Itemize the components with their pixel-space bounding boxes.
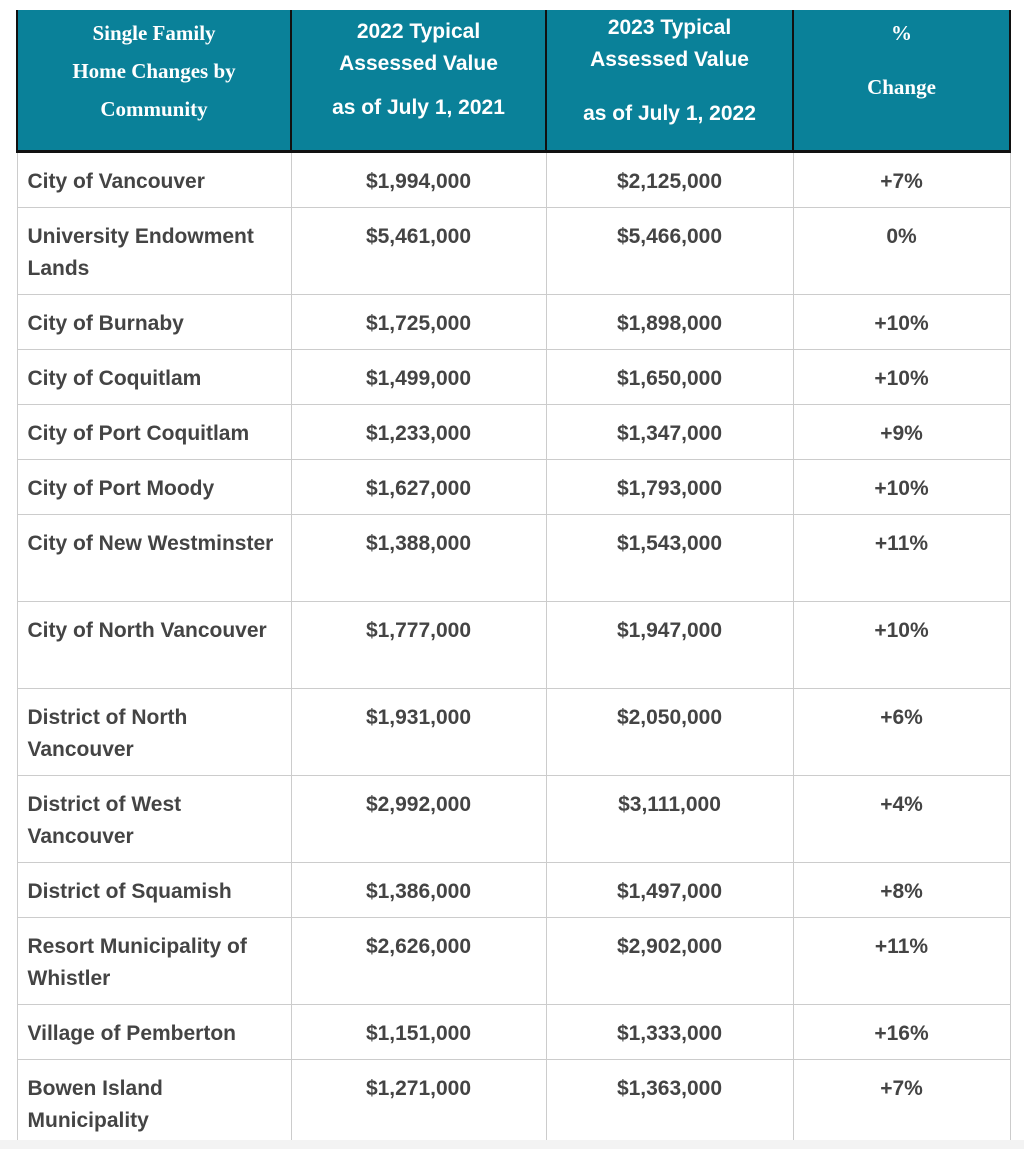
header-line: 2022 Typical — [356, 20, 481, 43]
percent-change-cell: +10% — [792, 349, 1011, 405]
value-2023-cell: $1,363,000 — [545, 1059, 794, 1147]
percent-change-cell: +7% — [792, 151, 1011, 208]
community-cell: City of Vancouver — [16, 151, 292, 208]
community-cell: City of Burnaby — [16, 294, 292, 350]
value-2022-cell: $5,461,000 — [290, 207, 547, 295]
percent-change-cell: +4% — [792, 775, 1011, 863]
community-cell: City of North Vancouver — [16, 601, 292, 689]
percent-change-cell: +6% — [792, 688, 1011, 776]
value-2023-cell: $2,125,000 — [545, 151, 794, 208]
percent-change-cell: +8% — [792, 862, 1011, 918]
value-2022-cell: $1,271,000 — [290, 1059, 547, 1147]
community-cell: University Endowment Lands — [16, 207, 292, 295]
table-row: District of North Vancouver $1,931,000 $2,… — [16, 688, 1011, 776]
percent-change-cell: +10% — [792, 294, 1011, 350]
table-row: Bowen Island Municipality $1,271,000 $1,36… — [16, 1059, 1011, 1147]
value-2022-cell: $1,388,000 — [290, 514, 547, 602]
community-cell: District of West Vancouver — [16, 775, 292, 863]
value-2022-cell: $1,627,000 — [290, 459, 547, 515]
header-community: Single Family Home Changes by Community — [16, 10, 292, 153]
value-2023-cell: $1,650,000 — [545, 349, 794, 405]
value-2022-cell: $1,994,000 — [290, 151, 547, 208]
header-2022-value: 2022 Typical Assessed Value as of July 1… — [290, 10, 547, 153]
value-2023-cell: $3,111,000 — [545, 775, 794, 863]
community-cell: City of Coquitlam — [16, 349, 292, 405]
community-cell: Resort Municipality of Whistler — [16, 917, 292, 1005]
value-2023-cell: $2,050,000 — [545, 688, 794, 776]
header-line: Single Family — [92, 21, 216, 45]
header-2023-value: 2023 Typical Assessed Value as of July 1… — [545, 10, 794, 153]
header-line: % — [891, 21, 912, 45]
header-line: Assessed Value — [590, 48, 749, 71]
value-2022-cell: $2,626,000 — [290, 917, 547, 1005]
percent-change-cell: +9% — [792, 404, 1011, 460]
community-cell: City of Port Coquitlam — [16, 404, 292, 460]
value-2022-cell: $1,386,000 — [290, 862, 547, 918]
table-row: Resort Municipality of Whistler $2,626,00… — [16, 917, 1011, 1005]
table-row: City of North Vancouver $1,777,000 $1,947,… — [16, 601, 1011, 689]
header-line: Change — [867, 75, 936, 99]
value-2022-cell: $1,499,000 — [290, 349, 547, 405]
header-line: Assessed Value — [339, 52, 498, 75]
community-cell: Village of Pemberton — [16, 1004, 292, 1060]
value-2023-cell: $1,947,000 — [545, 601, 794, 689]
table-row: City of Coquitlam $1,499,000 $1,650,000 +10… — [16, 349, 1011, 405]
header-row: Single Family Home Changes by Community … — [16, 10, 1011, 153]
header-line: as of July 1, 2021 — [332, 96, 505, 119]
value-2022-cell: $1,233,000 — [290, 404, 547, 460]
community-cell: District of Squamish — [16, 862, 292, 918]
header-line: 2023 Typical — [607, 16, 732, 39]
value-2023-cell: $1,347,000 — [545, 404, 794, 460]
value-2023-cell: $1,898,000 — [545, 294, 794, 350]
assessment-table-container: Single Family Home Changes by Community … — [16, 10, 1011, 1147]
value-2023-cell: $1,333,000 — [545, 1004, 794, 1060]
assessment-table: Single Family Home Changes by Community … — [16, 10, 1011, 1147]
percent-change-cell: +11% — [792, 917, 1011, 1005]
value-2022-cell: $2,992,000 — [290, 775, 547, 863]
percent-change-cell: +11% — [792, 514, 1011, 602]
table-row: District of West Vancouver $2,992,000 $3,1… — [16, 775, 1011, 863]
header-line: Home Changes by — [72, 59, 236, 83]
percent-change-cell: +10% — [792, 459, 1011, 515]
value-2023-cell: $1,793,000 — [545, 459, 794, 515]
community-cell: District of North Vancouver — [16, 688, 292, 776]
percent-change-cell: +16% — [792, 1004, 1011, 1060]
value-2023-cell: $5,466,000 — [545, 207, 794, 295]
table-row: University Endowment Lands $5,461,000 $5,4… — [16, 207, 1011, 295]
community-cell: Bowen Island Municipality — [16, 1059, 292, 1147]
table-row: District of Squamish $1,386,000 $1,497,000… — [16, 862, 1011, 918]
value-2022-cell: $1,931,000 — [290, 688, 547, 776]
table-row: Village of Pemberton $1,151,000 $1,333,000… — [16, 1004, 1011, 1060]
percent-change-cell: +7% — [792, 1059, 1011, 1147]
value-2022-cell: $1,725,000 — [290, 294, 547, 350]
community-cell: City of Port Moody — [16, 459, 292, 515]
table-row: City of New Westminster $1,388,000 $1,543,… — [16, 514, 1011, 602]
header-line: Community — [100, 97, 208, 121]
header-percent-change: % Change — [792, 10, 1011, 153]
percent-change-cell: +10% — [792, 601, 1011, 689]
page-footer-strip — [0, 1140, 1024, 1149]
header-line: as of July 1, 2022 — [583, 102, 756, 125]
community-cell: City of New Westminster — [16, 514, 292, 602]
table-row: City of Port Moody $1,627,000 $1,793,000 +1… — [16, 459, 1011, 515]
table-row: City of Vancouver $1,994,000 $2,125,000 +7% — [16, 151, 1011, 208]
value-2022-cell: $1,151,000 — [290, 1004, 547, 1060]
value-2023-cell: $1,497,000 — [545, 862, 794, 918]
table-row: City of Port Coquitlam $1,233,000 $1,347,0… — [16, 404, 1011, 460]
value-2022-cell: $1,777,000 — [290, 601, 547, 689]
percent-change-cell: 0% — [792, 207, 1011, 295]
value-2023-cell: $2,902,000 — [545, 917, 794, 1005]
table-row: City of Burnaby $1,725,000 $1,898,000 +10% — [16, 294, 1011, 350]
value-2023-cell: $1,543,000 — [545, 514, 794, 602]
